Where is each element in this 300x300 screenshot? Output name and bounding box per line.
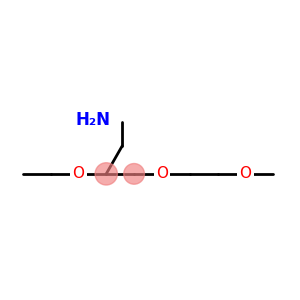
Text: H₂N: H₂N <box>75 111 110 129</box>
Circle shape <box>124 164 144 184</box>
Text: O: O <box>72 167 84 182</box>
Text: O: O <box>156 167 168 182</box>
Text: O: O <box>239 167 251 182</box>
Circle shape <box>95 163 117 185</box>
